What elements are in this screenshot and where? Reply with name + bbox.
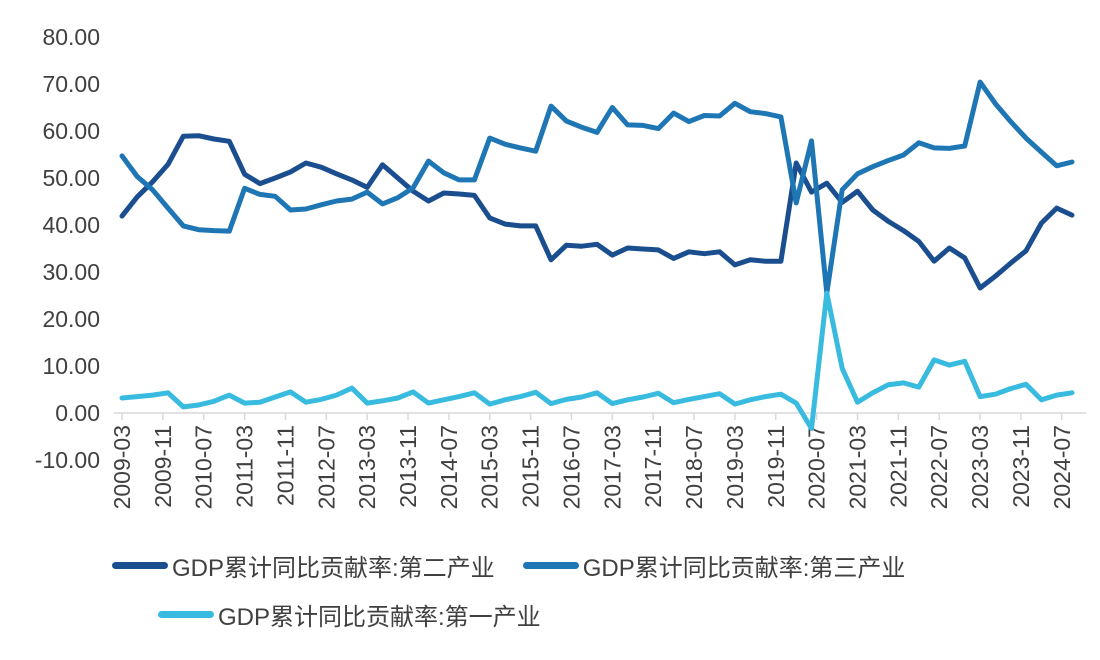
y-axis-label: 40.00 [42,212,100,238]
x-axis-label: 2015-03 [477,425,503,509]
x-axis-label: 2024-07 [1049,425,1075,509]
series-line-primary-industry [119,290,1075,431]
x-axis-label: 2022-07 [926,425,952,509]
x-axis-label: 2019-11 [763,425,789,508]
x-axis-label: 2009-11 [150,425,176,508]
x-axis-label: 2017-03 [599,425,625,509]
x-axis-label: 2011-03 [232,425,258,508]
x-axis-label: 2009-03 [109,425,135,509]
x-axis-label: 2021-11 [885,425,911,508]
legend-label-secondary-industry: GDP累计同比贡献率:第二产业 [172,555,495,582]
x-axis-label: 2021-03 [844,425,870,509]
y-axis-label: 50.00 [42,165,100,191]
y-axis-label: 0.00 [55,400,100,426]
legend-item-secondary-industry: GDP累计同比贡献率:第二产业 [112,548,495,583]
x-axis-label: 2020-07 [804,425,830,509]
legend-item-primary-industry: GDP累计同比贡献率:第一产业 [158,597,541,632]
series-line-tertiary-industry [119,79,1075,296]
x-axis-label: 2013-03 [354,425,380,509]
series-line-secondary-industry [119,133,1075,291]
chart-legend: GDP累计同比贡献率:第二产业 GDP累计同比贡献率:第三产业 GDP累计同比贡献率… [0,548,1100,646]
x-axis-label: 2011-11 [272,425,298,506]
legend-row: GDP累计同比贡献率:第一产业 [0,597,1100,632]
x-axis-label: 2012-07 [313,425,339,509]
legend-label-tertiary-industry: GDP累计同比贡献率:第三产业 [582,555,906,582]
x-axis-label: 2023-11 [1008,425,1034,508]
legend-swatch-secondary-industry [112,562,168,569]
x-axis-label: 2015-11 [518,425,544,508]
legend-row: GDP累计同比贡献率:第二产业 GDP累计同比贡献率:第三产业 [0,548,1100,583]
x-axis-label: 2013-11 [395,425,421,508]
x-axis-label: 2016-07 [558,425,584,509]
y-axis-label: 60.00 [42,118,100,144]
x-axis-label: 2010-07 [191,425,217,509]
y-axis-label: 30.00 [42,259,100,285]
y-axis-label: 10.00 [42,353,100,379]
x-axis-label: 2023-03 [967,425,993,509]
y-axis-label: 80.00 [42,24,100,50]
y-axis-label: 20.00 [42,306,100,332]
legend-label-primary-industry: GDP累计同比贡献率:第一产业 [218,604,541,631]
legend-swatch-primary-industry [158,611,214,618]
x-axis-label: 2018-07 [681,425,707,509]
x-axis-label: 2017-11 [640,425,666,508]
x-axis-label: 2019-03 [722,425,748,509]
y-axis-label: 70.00 [42,71,100,97]
y-axis-label: -10.00 [35,447,100,473]
legend-swatch-tertiary-industry [522,562,579,569]
legend-item-tertiary-industry: GDP累计同比贡献率:第三产业 [522,548,906,583]
x-axis-label: 2014-07 [436,425,462,509]
chart-plot-area: 80.00 70.00 60.00 50.00 40.00 30.00 20.00 10.00… [35,24,1086,509]
